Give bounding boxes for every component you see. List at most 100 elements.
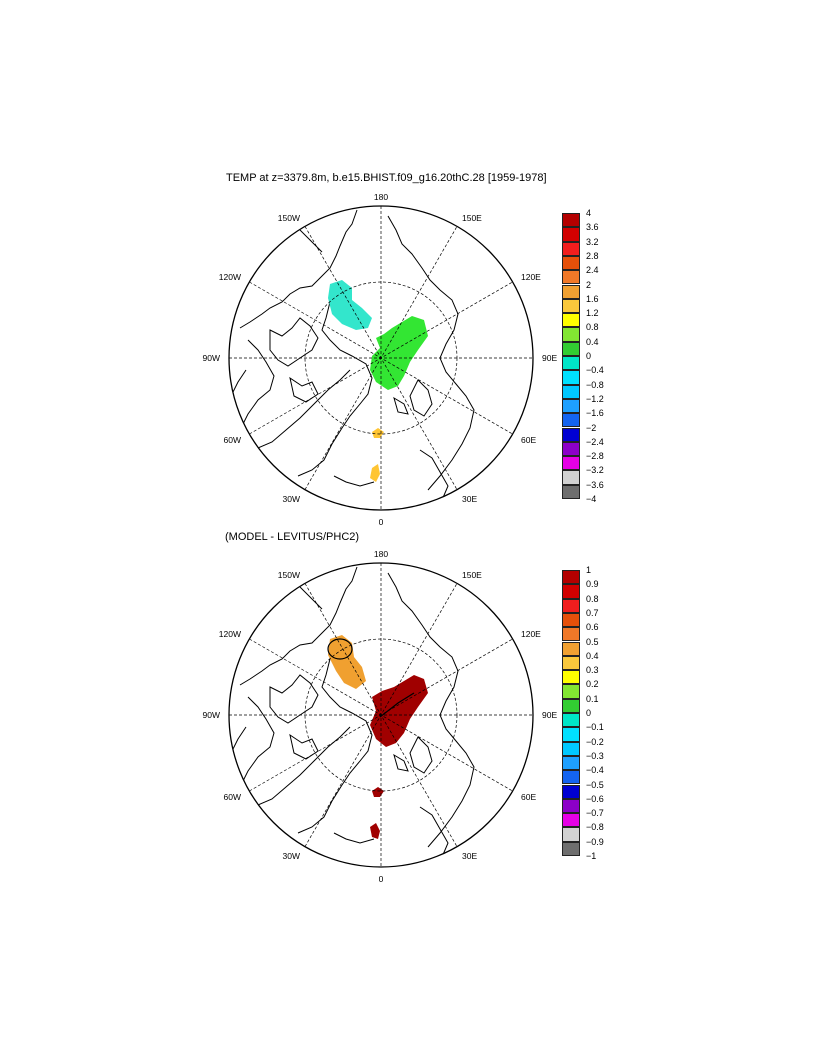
lon-label: 120W xyxy=(219,629,241,639)
colorbar-tick-label: −3.6 xyxy=(586,479,604,490)
map-title-temperature: TEMP at z=3379.8m, b.e15.BHIST.f09_g16.2… xyxy=(226,172,547,184)
colorbar-tick-label: 0.3 xyxy=(586,665,599,676)
colorbar-swatch xyxy=(562,798,580,814)
colorbar-tick-label: 0.1 xyxy=(586,693,599,704)
colorbar-swatch xyxy=(562,612,580,628)
colorbar-tick-label: −0.6 xyxy=(586,793,604,804)
colorbar-swatch xyxy=(562,570,580,585)
colorbar-swatch xyxy=(562,598,580,613)
colorbar-swatch xyxy=(562,341,580,356)
colorbar-swatch xyxy=(562,641,580,656)
colorbar-tick-label: −0.5 xyxy=(586,779,604,790)
graticule xyxy=(229,206,533,510)
colorbar-swatch xyxy=(562,770,580,785)
colorbar-swatch xyxy=(562,213,580,228)
colorbar-tick-label: −0.4 xyxy=(586,365,604,376)
colorbar-tick-label: −1 xyxy=(586,851,597,861)
colorbar-tick-label: 3.2 xyxy=(586,236,599,247)
colorbar-tick-label: −4 xyxy=(586,494,597,504)
map-title-difference: (MODEL - LEVITUS/PHC2) xyxy=(225,531,360,543)
map-boundary xyxy=(228,562,534,868)
colorbar-tick-label: −0.1 xyxy=(586,722,604,733)
field-fram-strait xyxy=(372,428,384,438)
lon-label: 120E xyxy=(521,272,541,282)
colorbar-tick-label: 2.8 xyxy=(586,250,599,261)
field-greenland-sea xyxy=(370,823,380,839)
colorbar-swatch xyxy=(562,413,580,428)
colorbar-tick-label: −2.8 xyxy=(586,451,604,462)
colorbar-swatch xyxy=(562,398,580,414)
colorbar-swatch xyxy=(562,713,580,728)
colorbar-swatch xyxy=(562,384,580,399)
colorbar-tick-label: −1.2 xyxy=(586,393,604,404)
map-boundary xyxy=(228,205,534,511)
colorbar-swatch xyxy=(562,356,580,371)
colorbar-swatch xyxy=(562,784,580,799)
lon-label: 90E xyxy=(542,710,557,720)
lon-label: 120W xyxy=(219,272,241,282)
colorbar-swatch xyxy=(562,827,580,842)
colorbar-tick-label: −0.3 xyxy=(586,750,604,761)
lon-label: 150W xyxy=(278,570,300,580)
colorbar-swatch xyxy=(562,241,580,256)
colorbar-tick-label: −0.8 xyxy=(586,379,604,390)
colorbar-tick-label: 2 xyxy=(586,279,592,290)
colorbar-tick-label: 0.4 xyxy=(586,650,599,661)
colorbar-swatch xyxy=(562,484,580,499)
lon-label: 90E xyxy=(542,353,557,363)
colorbar-swatch xyxy=(562,441,580,457)
colorbar-tick-label: 0.7 xyxy=(586,607,599,618)
temperature-anomaly-fields xyxy=(328,280,428,482)
colorbar-tick-label: 0.8 xyxy=(586,593,599,604)
lon-label: 150E xyxy=(462,213,482,223)
colorbar-tick-label: −0.7 xyxy=(586,808,604,819)
lon-label: 30E xyxy=(462,494,477,504)
colorbar-swatch xyxy=(562,584,580,599)
graticule xyxy=(229,563,533,867)
colorbar-swatch xyxy=(562,655,580,671)
colorbar-swatch xyxy=(562,227,580,242)
colorbar-tick-label: 1 xyxy=(586,565,592,575)
field-canada-basin xyxy=(328,635,366,689)
colorbar-swatch xyxy=(562,284,580,299)
lon-label: 150W xyxy=(278,213,300,223)
colorbar-swatch xyxy=(562,741,580,756)
colorbar-swatch xyxy=(562,698,580,713)
longitude-labels: 180 150E 120E 90E 60E 30E 0 30W 60W 90W … xyxy=(203,549,558,884)
lon-label: 0 xyxy=(379,874,384,884)
lon-label: 60E xyxy=(521,435,536,445)
colorbar-tick-label: 1.6 xyxy=(586,293,599,304)
lon-label: 120E xyxy=(521,629,541,639)
colorbar-swatch xyxy=(562,684,580,699)
lon-label: 60W xyxy=(224,792,241,802)
colorbar-tick-label: 0 xyxy=(586,351,592,361)
field-greenland-sea xyxy=(370,464,380,482)
colorbar-swatch xyxy=(562,470,580,485)
colorbar-tick-label: 0.5 xyxy=(586,636,599,647)
colorbar-swatch xyxy=(562,727,580,742)
difference-fields xyxy=(328,635,428,839)
colorbar-tick-label: 0.9 xyxy=(586,579,599,590)
colorbar-swatch xyxy=(562,298,580,314)
lon-label: 180 xyxy=(374,192,388,202)
polar-map-difference: 180 150E 120E 90E 60E 30E 0 30W 60W 90W … xyxy=(203,549,558,884)
lon-label: 90W xyxy=(203,353,220,363)
colorbar-swatch xyxy=(562,370,580,385)
lon-label: 30W xyxy=(283,494,300,504)
lon-label: 60W xyxy=(224,435,241,445)
colorbar-tick-label: 0 xyxy=(586,708,592,718)
lon-label: 150E xyxy=(462,570,482,580)
colorbar-tick-label: 4 xyxy=(586,208,592,218)
polar-map-temperature: 180 150E 120E 90E 60E 30E 0 30W 60W 90W … xyxy=(203,192,558,527)
colorbar-tick-label: −0.9 xyxy=(586,836,604,847)
colorbar-tick-label: 0.8 xyxy=(586,322,599,333)
colorbar-swatch xyxy=(562,270,580,285)
lon-label: 90W xyxy=(203,710,220,720)
colorbar-swatch xyxy=(562,456,580,471)
colorbar-tick-label: −0.2 xyxy=(586,736,604,747)
colorbar-swatch xyxy=(562,627,580,642)
colorbar-tick-label: −3.2 xyxy=(586,465,604,476)
colorbar-tick-label: 0.6 xyxy=(586,622,599,633)
colorbar-tick-label: 0.2 xyxy=(586,679,599,690)
field-fram-strait xyxy=(372,787,384,797)
